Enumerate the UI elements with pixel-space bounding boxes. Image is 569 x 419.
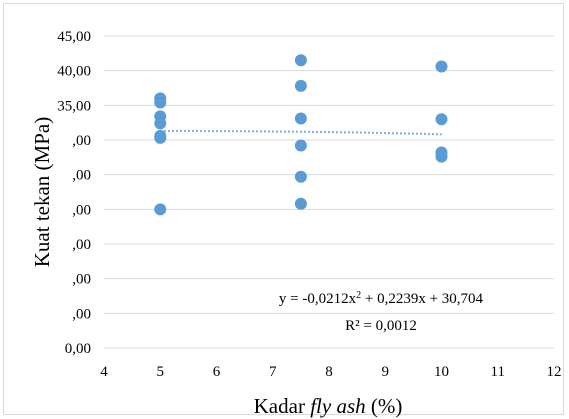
y-axis-title: Kuat tekan (MPa) [30,117,54,267]
x-tick-label: 6 [213,364,221,380]
data-point [294,54,307,67]
x-tick-label: 9 [382,364,390,380]
x-tick-label: 8 [325,364,333,380]
x-axis-title: Kadar fly ash (%) [254,394,403,418]
y-tick-label: ,00 [72,133,91,149]
y-tick-label: 40,00 [57,64,91,80]
y-tick-label: ,00 [72,306,91,322]
data-points [154,54,448,216]
data-point [294,170,307,183]
x-tick-label: 4 [100,364,108,380]
data-point [154,96,167,109]
r-squared-label: R² = 0,0012 [345,318,417,334]
x-tick-label: 10 [434,364,449,380]
trendline [160,129,442,136]
y-tick-label: ,00 [72,272,91,288]
data-point [154,117,167,130]
x-tick-label: 7 [269,364,277,380]
y-tick-label: 35,00 [57,98,91,114]
trendline-equation: y = -0,0212x2 + 0,2239x + 30,704 [279,290,484,308]
data-point [154,131,167,144]
y-tick-label: ,00 [72,202,91,218]
x-tick-label: 5 [157,364,165,380]
x-tick-label: 12 [547,364,562,380]
x-tick-labels: 4 5 6 7 8 9 10 11 12 [100,364,561,380]
grid-lines [104,35,554,349]
x-tick-label: 11 [491,364,505,380]
y-tick-label: ,00 [72,237,91,253]
y-tick-label: ,00 [72,168,91,184]
y-tick-label: 0,00 [65,341,91,357]
y-tick-label: 45,00 [57,29,91,45]
data-point [435,60,448,73]
data-point [435,150,448,163]
y-tick-labels: 0,00 ,00 ,00 ,00 ,00 ,00 ,00 35,00 40,00 45,00 [57,29,91,357]
data-point [294,79,307,92]
data-point [154,203,167,216]
data-point [294,197,307,210]
data-point [294,139,307,152]
data-point [435,113,448,126]
trendline-path [160,129,442,136]
data-point [294,112,307,125]
